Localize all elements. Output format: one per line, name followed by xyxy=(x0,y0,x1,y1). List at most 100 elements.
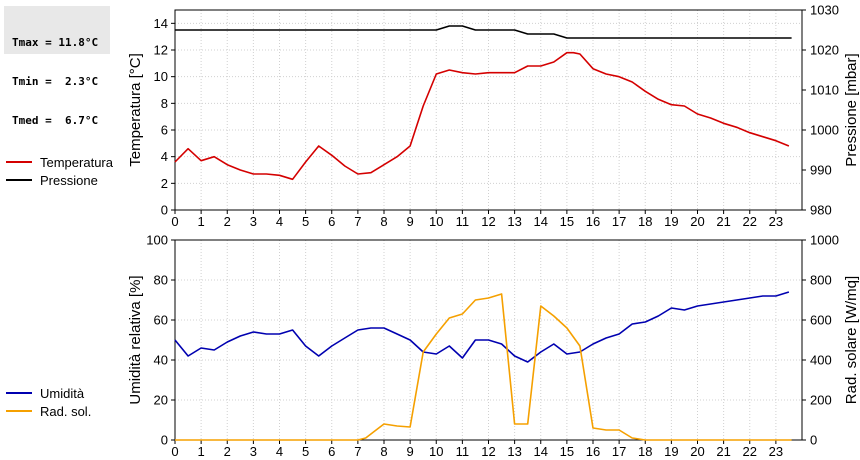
panel2-xtick-label: 1 xyxy=(198,444,205,459)
legend-label-umidita: Umidità xyxy=(40,385,85,401)
panel2-xtick-label: 23 xyxy=(769,444,783,459)
panel1-ytick-label: 6 xyxy=(161,123,168,138)
panel1-series-temperatura-line xyxy=(174,51,790,181)
panel2-xtick-label: 5 xyxy=(302,444,309,459)
panel2-xtick-label: 19 xyxy=(664,444,678,459)
panel2-xtick-label: 9 xyxy=(407,444,414,459)
legend-item-pressione: Pressione xyxy=(6,171,113,189)
panel2-xtick-label: 18 xyxy=(638,444,652,459)
panel2-xtick-label: 2 xyxy=(224,444,231,459)
panel1-y2tick-label: 980 xyxy=(810,203,832,218)
panel1-xtick-label: 9 xyxy=(407,214,414,229)
legend-swatch-umidita xyxy=(6,392,32,394)
panel1-ytick-label: 8 xyxy=(161,96,168,111)
panel2-ytick-label: 0 xyxy=(161,433,168,448)
panel1-xtick-label: 23 xyxy=(769,214,783,229)
panel1-xtick-label: 20 xyxy=(690,214,704,229)
panel1-xtick-label: 0 xyxy=(171,214,178,229)
panel1-xtick-label: 12 xyxy=(481,214,495,229)
panel2-xtick-label: 20 xyxy=(690,444,704,459)
panel1-ytick-label: 10 xyxy=(154,69,168,84)
panel2-ytick-label: 80 xyxy=(154,273,168,288)
panel2-xtick-label: 17 xyxy=(612,444,626,459)
panel1-ytick-label: 12 xyxy=(154,43,168,58)
legend-item-temperatura: Temperatura xyxy=(6,153,113,171)
panel2-xtick-label: 10 xyxy=(429,444,443,459)
panel1-series-pressione-line xyxy=(175,25,792,39)
panel1-xtick-label: 7 xyxy=(354,214,361,229)
panel2-ytick-label: 100 xyxy=(146,233,168,248)
panel1-xtick-label: 18 xyxy=(638,214,652,229)
panel2-xtick-label: 12 xyxy=(481,444,495,459)
legend-swatch-pressione xyxy=(6,179,32,181)
panel2-xtick-label: 7 xyxy=(354,444,361,459)
panel1-y2tick-label: 1020 xyxy=(810,43,839,58)
panel2-series-umidit-line xyxy=(174,291,790,363)
panel1-y2label: Pressione [mbar] xyxy=(843,53,860,166)
panel1-xtick-label: 14 xyxy=(534,214,548,229)
panel1-xtick-label: 21 xyxy=(716,214,730,229)
panel2-ylabel: Umidità relativa [%] xyxy=(127,275,144,404)
panel1-xtick-label: 4 xyxy=(276,214,283,229)
panel1-xtick-label: 17 xyxy=(612,214,626,229)
panel2-xtick-label: 0 xyxy=(171,444,178,459)
legend-item-radsol: Rad. sol. xyxy=(6,402,91,420)
panel1-xtick-label: 6 xyxy=(328,214,335,229)
stats-box: Tmax = 11.8°C Tmin = 2.3°C Tmed = 6.7°C xyxy=(4,6,110,127)
panel1-ytick-label: 14 xyxy=(154,16,168,31)
panel2-y2label: Rad. solare [W/mq] xyxy=(843,276,860,404)
panel1-y2tick-label: 1010 xyxy=(810,83,839,98)
panel2-xtick-label: 14 xyxy=(534,444,548,459)
stats-tmax: Tmax = 11.8°C xyxy=(12,36,99,49)
panel1-ytick-label: 4 xyxy=(161,149,168,164)
panel2-xtick-label: 16 xyxy=(586,444,600,459)
legend-swatch-radsol xyxy=(6,410,32,412)
panel2-xtick-label: 15 xyxy=(560,444,574,459)
panel1-xtick-label: 13 xyxy=(507,214,521,229)
panel1-xtick-label: 8 xyxy=(380,214,387,229)
panel1-xtick-label: 5 xyxy=(302,214,309,229)
panel2-y2tick-label: 800 xyxy=(810,273,832,288)
panel2-y2tick-label: 0 xyxy=(810,433,817,448)
panel1-xtick-label: 22 xyxy=(743,214,757,229)
panel2-xtick-label: 6 xyxy=(328,444,335,459)
panel1-xtick-label: 1 xyxy=(198,214,205,229)
panel1-y2tick-label: 1000 xyxy=(810,123,839,138)
panel2-xtick-label: 8 xyxy=(380,444,387,459)
panel1-xtick-label: 15 xyxy=(560,214,574,229)
panel2-xtick-label: 21 xyxy=(716,444,730,459)
panel1-ylabel: Temperatura [°C] xyxy=(127,53,144,167)
panel1-xtick-label: 2 xyxy=(224,214,231,229)
panel1-xtick-label: 10 xyxy=(429,214,443,229)
panel1-y2tick-label: 1030 xyxy=(810,3,839,18)
legend-label-temperatura: Temperatura xyxy=(40,154,113,170)
stats-tmin: Tmin = 2.3°C xyxy=(12,75,99,88)
legend-top: Temperatura Pressione xyxy=(6,153,113,189)
panel2-series-rad-sol-line xyxy=(175,293,792,441)
panel1-xtick-label: 19 xyxy=(664,214,678,229)
panel1-xtick-label: 3 xyxy=(250,214,257,229)
stats-tmed: Tmed = 6.7°C xyxy=(12,114,99,127)
panel2-y2tick-label: 400 xyxy=(810,353,832,368)
panel1-y2tick-label: 990 xyxy=(810,163,832,178)
panel2-xtick-label: 13 xyxy=(507,444,521,459)
panel1-xtick-label: 11 xyxy=(456,214,470,229)
legend-item-umidita: Umidità xyxy=(6,384,91,402)
legend-label-pressione: Pressione xyxy=(40,172,98,188)
panel2-xtick-label: 3 xyxy=(250,444,257,459)
legend-swatch-temperatura xyxy=(6,161,32,163)
panel1-xtick-label: 16 xyxy=(586,214,600,229)
panel1-ytick-label: 0 xyxy=(161,203,168,218)
panel2-y2tick-label: 600 xyxy=(810,313,832,328)
panel2-ytick-label: 20 xyxy=(154,393,168,408)
panel2-xtick-label: 22 xyxy=(743,444,757,459)
legend-label-radsol: Rad. sol. xyxy=(40,403,92,419)
panel2-ytick-label: 60 xyxy=(154,313,168,328)
panel2-ytick-label: 40 xyxy=(154,353,168,368)
panel2-xtick-label: 11 xyxy=(456,444,470,459)
panel2-xtick-label: 4 xyxy=(276,444,283,459)
panel2-y2tick-label: 200 xyxy=(810,393,832,408)
panel1-ytick-label: 2 xyxy=(161,176,168,191)
panel2-y2tick-label: 1000 xyxy=(810,233,839,248)
